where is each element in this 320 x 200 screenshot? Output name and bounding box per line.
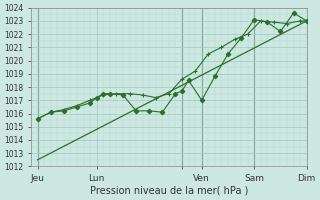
X-axis label: Pression niveau de la mer( hPa ): Pression niveau de la mer( hPa ) [90, 186, 248, 196]
